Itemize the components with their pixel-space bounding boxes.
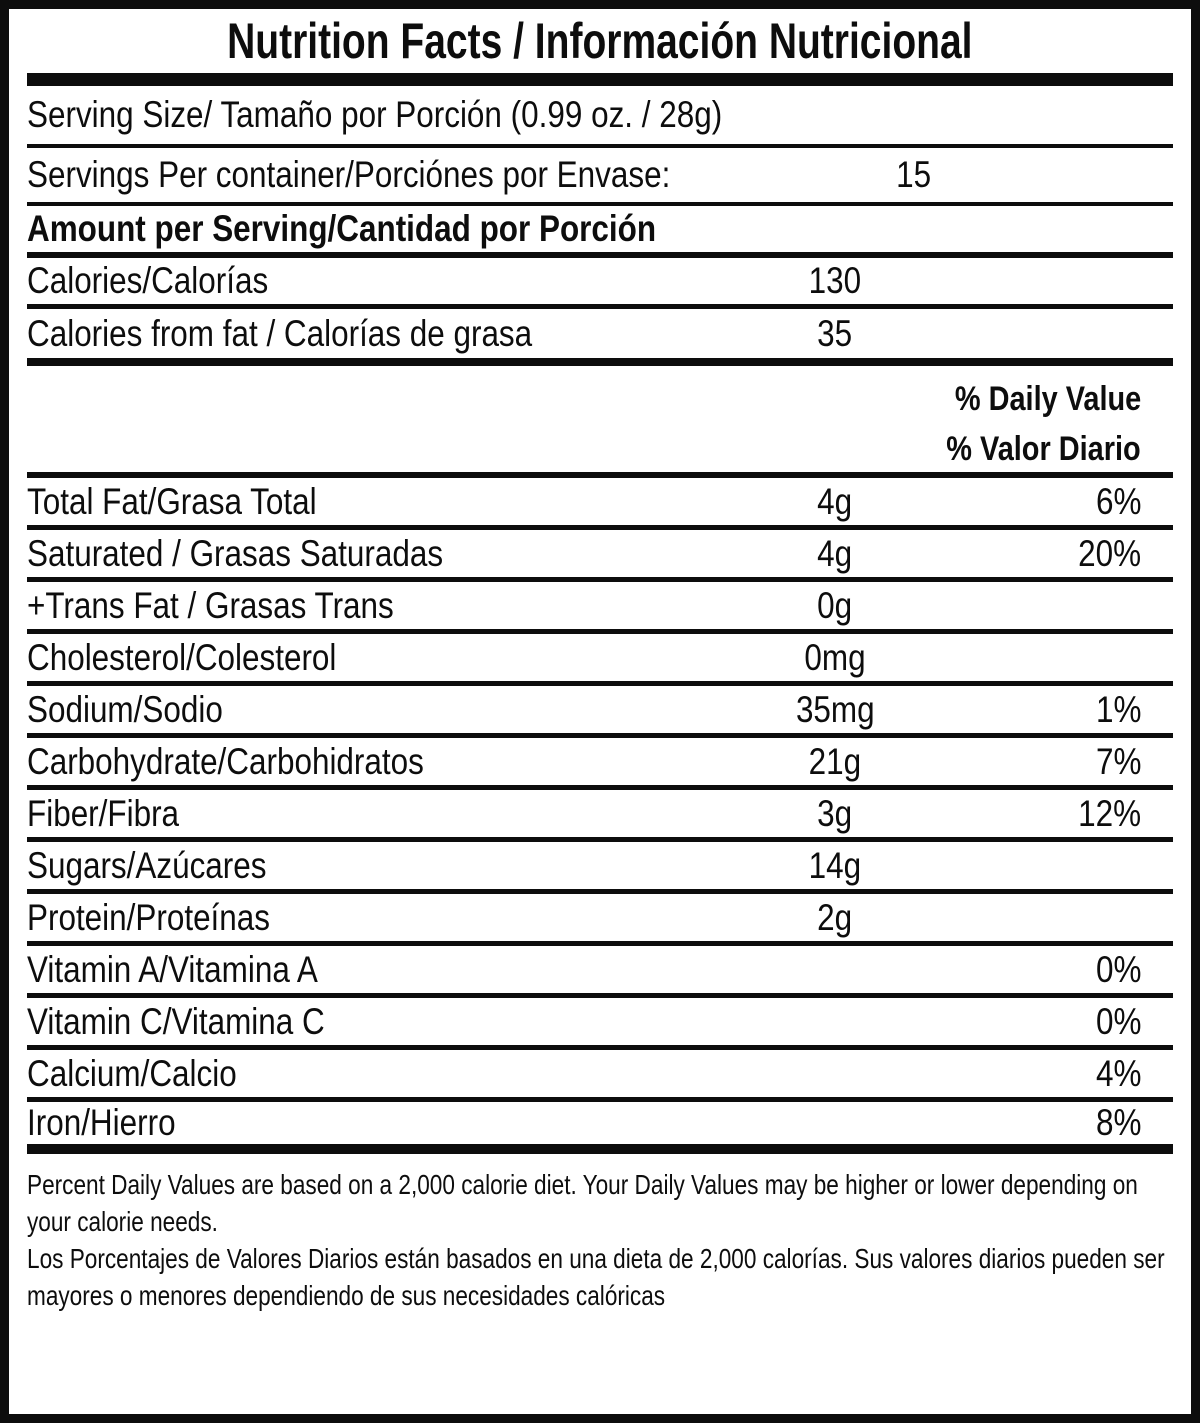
nutrient-amount: 0mg: [804, 636, 866, 678]
daily-value-header: % Daily Value % Valor Diario: [27, 366, 1173, 478]
nutrient-row-trans-fat: +Trans Fat / Grasas Trans 0g: [27, 582, 1173, 634]
nutrient-label: Sugars/Azúcares: [27, 844, 267, 886]
nutrient-amount: 0g: [817, 584, 853, 626]
calories-from-fat-label: Calories from fat / Calorías de grasa: [27, 312, 533, 354]
nutrient-label: Saturated / Grasas Saturadas: [27, 532, 444, 574]
nutrient-label: Total Fat/Grasa Total: [27, 480, 317, 522]
nutrient-row-total-fat: Total Fat/Grasa Total 4g 6%: [27, 478, 1173, 530]
amount-per-serving-row: Amount per Serving/Cantidad por Porción: [27, 206, 1173, 258]
nutrient-amount: 2g: [817, 896, 853, 938]
nutrient-row-protein: Protein/Proteínas 2g: [27, 894, 1173, 946]
nutrient-dv: 7%: [1095, 740, 1141, 782]
nutrient-amount: 35mg: [795, 688, 875, 730]
title-divider-bar: [27, 73, 1173, 86]
nutrient-amount: 4g: [817, 480, 853, 522]
footnote-english: Percent Daily Values are based on a 2,00…: [27, 1169, 1138, 1237]
nutrient-dv: 4%: [1095, 1052, 1141, 1094]
nutrient-amount: 14g: [808, 844, 862, 886]
calories-from-fat-row: Calories from fat / Calorías de grasa 35: [27, 309, 1173, 366]
calories-label: Calories/Calorías: [27, 260, 269, 301]
nutrient-dv: 6%: [1095, 480, 1141, 522]
servings-per-container-row: Servings Per container/Porciónes por Env…: [27, 148, 1173, 206]
nutrient-dv: 8%: [1095, 1102, 1141, 1143]
nutrient-row-sodium: Sodium/Sodio 35mg 1%: [27, 686, 1173, 738]
nutrient-dv: 0%: [1095, 1000, 1141, 1042]
nutrient-label: Cholesterol/Colesterol: [27, 636, 337, 678]
calories-value: 130: [808, 260, 862, 301]
servings-per-container-label: Servings Per container/Porciónes por Env…: [27, 154, 671, 195]
nutrient-row-calcium: Calcium/Calcio 4%: [27, 1050, 1173, 1102]
nutrient-label: Carbohydrate/Carbohidratos: [27, 740, 424, 782]
nutrient-row-fiber: Fiber/Fibra 3g 12%: [27, 790, 1173, 842]
nutrient-dv: 12%: [1078, 792, 1141, 834]
amount-per-serving-label: Amount per Serving/Cantidad por Porción: [27, 208, 657, 249]
nutrient-row-carbohydrate: Carbohydrate/Carbohidratos 21g 7%: [27, 738, 1173, 790]
servings-per-container-value: 15: [896, 154, 932, 195]
serving-size-row: Serving Size/ Tamaño por Porción (0.99 o…: [27, 86, 1173, 148]
nutrient-label: Protein/Proteínas: [27, 896, 271, 938]
nutrient-label: Fiber/Fibra: [27, 792, 180, 834]
nutrient-amount: 3g: [817, 792, 853, 834]
label-title: Nutrition Facts / Información Nutriciona…: [27, 9, 1173, 73]
nutrient-dv: 1%: [1095, 688, 1141, 730]
label-title-text: Nutrition Facts / Información Nutriciona…: [227, 13, 973, 69]
nutrient-row-cholesterol: Cholesterol/Colesterol 0mg: [27, 634, 1173, 686]
nutrient-row-vitamin-c: Vitamin C/Vitamina C 0%: [27, 998, 1173, 1050]
nutrient-label: Vitamin C/Vitamina C: [27, 1000, 325, 1042]
footnote: Percent Daily Values are based on a 2,00…: [27, 1154, 1173, 1314]
nutrient-dv: 0%: [1095, 948, 1141, 990]
nutrient-amount: 4g: [817, 532, 853, 574]
calories-row: Calories/Calorías 130: [27, 258, 1173, 309]
calories-from-fat-value: 35: [817, 312, 853, 354]
nutrient-row-saturated-fat: Saturated / Grasas Saturadas 4g 20%: [27, 530, 1173, 582]
nutrient-row-iron: Iron/Hierro 8%: [27, 1102, 1173, 1154]
nutrient-row-sugars: Sugars/Azúcares 14g: [27, 842, 1173, 894]
nutrient-row-vitamin-a: Vitamin A/Vitamina A 0%: [27, 946, 1173, 998]
serving-size-label: Serving Size/ Tamaño por Porción (0.99 o…: [27, 94, 723, 135]
daily-value-header-en: % Daily Value: [954, 380, 1141, 418]
nutrient-label: Calcium/Calcio: [27, 1052, 237, 1094]
nutrient-label: +Trans Fat / Grasas Trans: [27, 584, 394, 626]
nutrient-label: Vitamin A/Vitamina A: [27, 948, 318, 990]
nutrient-amount: 21g: [808, 740, 862, 782]
nutrient-label: Sodium/Sodio: [27, 688, 223, 730]
footnote-spanish: Los Porcentajes de Valores Diarios están…: [27, 1243, 1165, 1311]
daily-value-header-es: % Valor Diario: [946, 430, 1141, 468]
nutrient-label: Iron/Hierro: [27, 1102, 176, 1143]
nutrient-dv: 20%: [1078, 532, 1141, 574]
